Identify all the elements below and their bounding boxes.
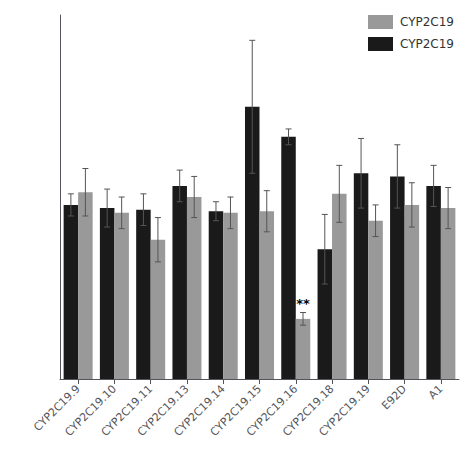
svg-text:CYP2C19.15: CYP2C19.15 <box>207 382 265 439</box>
svg-text:CYP2C19.11: CYP2C19.11 <box>98 382 156 439</box>
svg-text:CYP2C19.14: CYP2C19.14 <box>171 382 228 439</box>
svg-text:CYP2C19: CYP2C19 <box>400 15 454 29</box>
svg-text:E92D: E92D <box>379 382 409 412</box>
svg-text:CYP2C19.13: CYP2C19.13 <box>135 382 192 439</box>
svg-text:CYP2C19.16: CYP2C19.16 <box>243 382 301 439</box>
svg-text:**: ** <box>296 296 310 311</box>
svg-text:CYP2C19.19: CYP2C19.19 <box>316 382 373 439</box>
svg-text:CYP2C19.9: CYP2C19.9 <box>31 382 83 434</box>
svg-text:CYP2C19.18: CYP2C19.18 <box>280 382 337 439</box>
svg-text:CYP2C19: CYP2C19 <box>400 37 454 51</box>
svg-text:CYP2C19.10: CYP2C19.10 <box>62 382 119 439</box>
svg-text:A1: A1 <box>426 382 445 401</box>
